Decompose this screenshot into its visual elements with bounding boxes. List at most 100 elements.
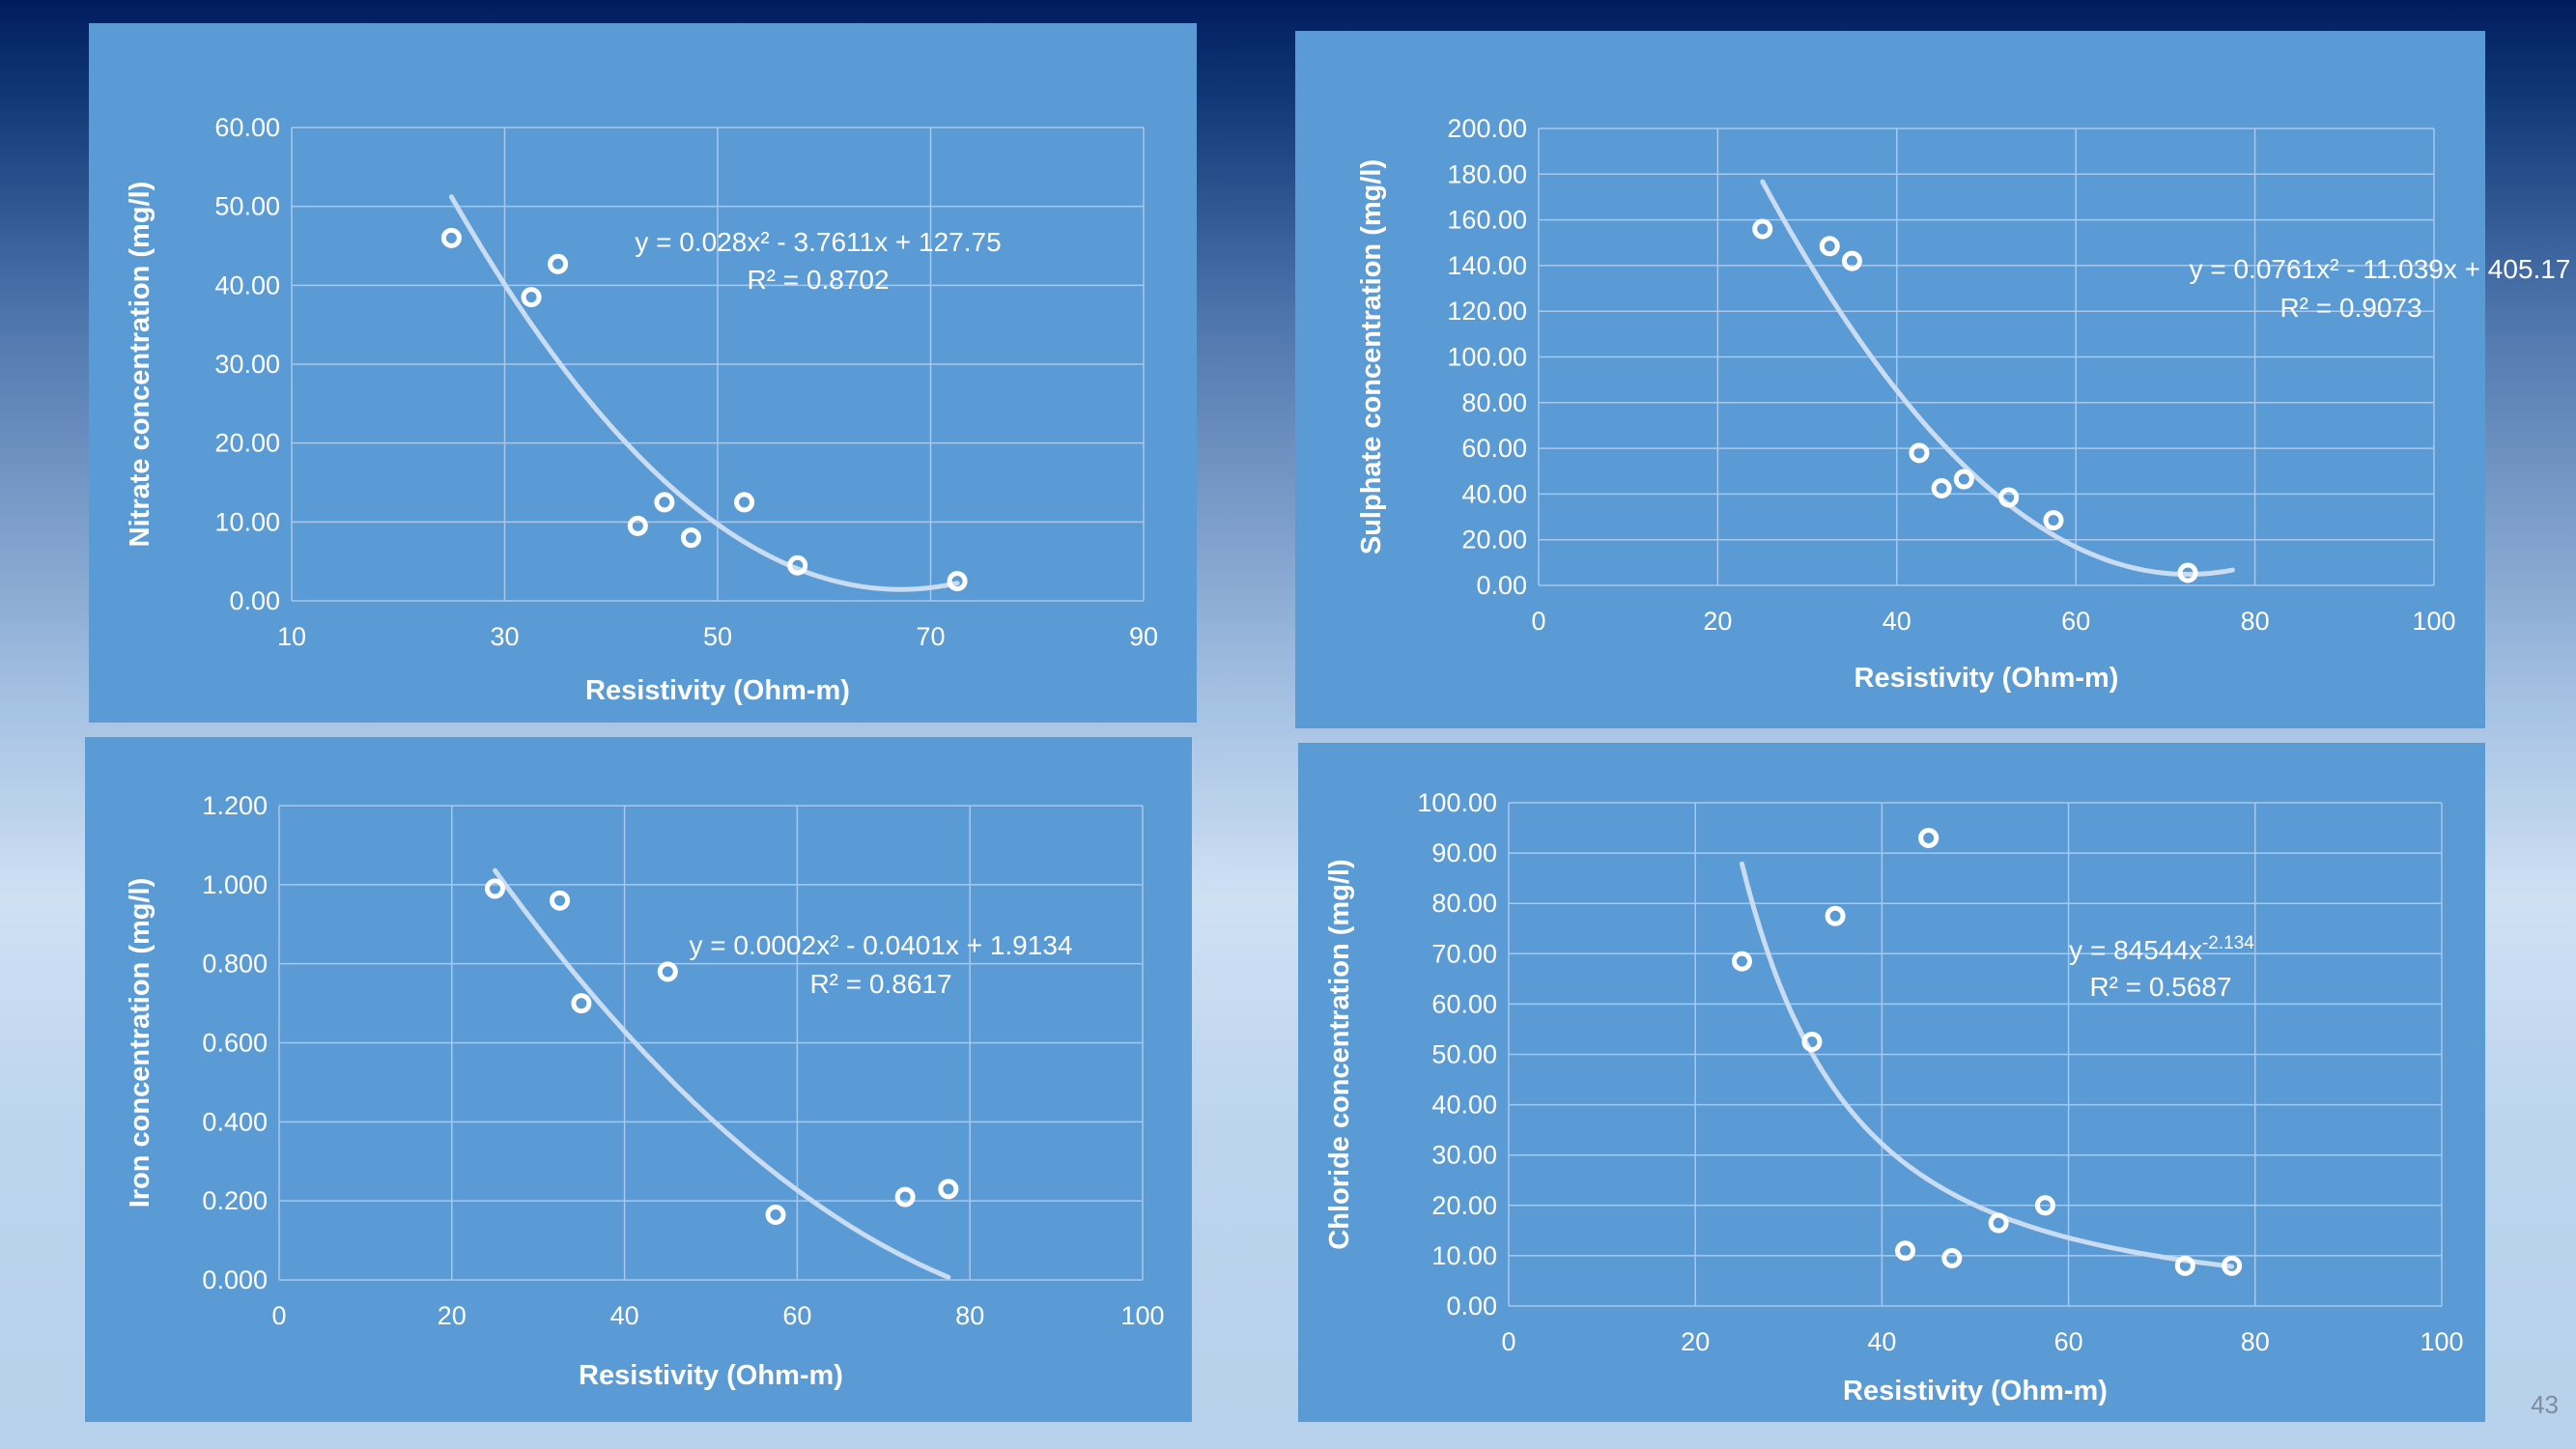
x-tick-label: 100 [2420, 1327, 2463, 1356]
data-point [1918, 827, 1939, 848]
y-tick-label: 70.00 [1431, 939, 1497, 968]
data-point [680, 527, 701, 549]
x-axis-title: Resistivity (Ohm-m) [1843, 1376, 2108, 1406]
x-tick-label: 30 [490, 622, 519, 651]
data-point [1895, 1240, 1916, 1262]
y-tick-label: 10.00 [214, 507, 280, 536]
x-tick-label: 20 [1703, 607, 1732, 636]
data-point [485, 878, 505, 899]
y-tick-label: 40.00 [1431, 1091, 1497, 1120]
data-point [1988, 1212, 2009, 1234]
x-tick-label: 70 [916, 622, 945, 651]
chart-panel-sulphate: 0 20 40 60 80 100 0.00 20.00 40.00 60.00 80.00 100.… [1295, 31, 2570, 728]
x-tick-label: 80 [2241, 1327, 2270, 1356]
y-tick-label: 60.00 [1431, 989, 1497, 1018]
x-tick-label: 90 [1129, 622, 1158, 651]
x-tick-label: 40 [1867, 1327, 1896, 1356]
y-axis-title: Sulphate concentration (mg/l) [1356, 159, 1387, 554]
x-tick-label: 0 [271, 1301, 286, 1330]
x-tick-label: 0 [1531, 607, 1545, 636]
x-tick-label: 0 [1501, 1327, 1515, 1356]
x-tick-label: 100 [1120, 1301, 1164, 1330]
x-tick-label: 10 [277, 622, 306, 651]
y-tick-label: 40.00 [214, 270, 280, 299]
y-tick-label: 60.00 [1461, 434, 1527, 463]
data-point [938, 1179, 959, 1200]
y-tick-label: 0.800 [202, 950, 268, 979]
data-point [657, 961, 678, 982]
trendline-equation: y = 84544x-2.134 [2069, 933, 2254, 965]
data-point [1953, 469, 1974, 490]
data-point [1752, 218, 1773, 240]
chloride-scatter-chart: 0 20 40 60 80 100 0.00 10.00 20.00 30.00 40.00 50.0… [1324, 788, 2464, 1406]
y-tick-label: 160.00 [1447, 206, 1527, 235]
trendline-equation: y = 0.028x² - 3.7611x + 127.75 [635, 227, 1001, 257]
data-point [894, 1186, 916, 1208]
data-point [2034, 1195, 2055, 1216]
data-point [521, 287, 542, 308]
data-point [1732, 951, 1752, 972]
data-point [765, 1204, 786, 1225]
y-tick-label: 100.00 [1447, 343, 1527, 372]
r-squared-label: R² = 0.5687 [2089, 972, 2231, 1002]
data-point [1801, 1031, 1823, 1052]
y-tick-label: 30.00 [1431, 1141, 1497, 1170]
y-tick-label: 20.00 [1431, 1191, 1497, 1220]
trendline [1740, 861, 2235, 1269]
data-point [2222, 1255, 2243, 1276]
x-tick-label: 50 [703, 622, 732, 651]
y-tick-label: 1.000 [202, 870, 268, 899]
x-axis-title: Resistivity (Ohm-m) [585, 675, 850, 706]
y-axis-title: Chloride concentration (mg/l) [1324, 859, 1355, 1249]
x-tick-label: 60 [2061, 607, 2090, 636]
data-point [1841, 250, 1862, 271]
data-point [627, 515, 648, 536]
data-point [1909, 442, 1930, 464]
y-tick-label: 200.00 [1447, 114, 1527, 143]
y-tick-label: 1.200 [202, 791, 268, 820]
y-tick-label: 50.00 [214, 192, 280, 221]
data-point [734, 492, 755, 513]
chart-panel-nitrate: 10 30 50 70 90 0.00 10.00 20.00 30.00 40.00 50.00 6… [89, 23, 1197, 723]
y-tick-label: 0.600 [202, 1029, 268, 1058]
trendline [448, 194, 960, 592]
y-tick-label: 80.00 [1461, 388, 1527, 417]
x-tick-label: 40 [610, 1301, 639, 1330]
y-axis-title: Iron concentration (mg/l) [125, 878, 156, 1208]
page-number: 43 [2531, 1390, 2559, 1419]
trendline-equation: y = 0.0761x² - 11.039x + 405.17 [2190, 254, 2571, 284]
data-point [2043, 510, 2064, 531]
data-point [2174, 1255, 2195, 1276]
x-axis-title: Resistivity (Ohm-m) [1854, 663, 2119, 694]
x-tick-label: 40 [1882, 607, 1911, 636]
y-tick-label: 0.000 [202, 1265, 268, 1294]
data-point [787, 554, 808, 576]
y-tick-label: 140.00 [1447, 251, 1527, 280]
y-tick-label: 0.200 [202, 1186, 268, 1215]
trendline-equation: y = 0.0002x² - 0.0401x + 1.9134 [690, 930, 1073, 960]
y-axis-title: Nitrate concentration (mg/l) [125, 182, 156, 548]
data-point [654, 492, 675, 513]
x-tick-label: 100 [2412, 607, 2455, 636]
y-tick-label: 0.00 [1476, 571, 1527, 600]
y-tick-label: 10.00 [1431, 1241, 1497, 1270]
y-tick-label: 20.00 [1461, 526, 1527, 554]
data-point [2177, 562, 2198, 583]
y-tick-label: 180.00 [1447, 159, 1527, 188]
data-point [1941, 1248, 1963, 1269]
x-tick-label: 60 [2054, 1327, 2083, 1356]
y-tick-label: 40.00 [1461, 479, 1527, 508]
x-tick-label: 60 [782, 1301, 811, 1330]
r-squared-label: R² = 0.8702 [747, 265, 889, 295]
x-axis-title: Resistivity (Ohm-m) [579, 1360, 843, 1391]
data-point [440, 227, 462, 248]
sulphate-scatter-chart: 0 20 40 60 80 100 0.00 20.00 40.00 60.00 80.00 100.… [1356, 114, 2570, 694]
y-tick-label: 30.00 [214, 350, 280, 379]
y-tick-label: 20.00 [214, 429, 280, 458]
y-tick-label: 80.00 [1431, 889, 1497, 918]
y-tick-label: 0.00 [1446, 1292, 1497, 1321]
iron-scatter-chart: 0 20 40 60 80 100 0.000 0.200 0.400 0.600 0.800 1.0… [125, 791, 1165, 1391]
y-tick-label: 120.00 [1447, 297, 1527, 326]
y-tick-label: 0.400 [202, 1107, 268, 1136]
data-point [550, 890, 571, 911]
